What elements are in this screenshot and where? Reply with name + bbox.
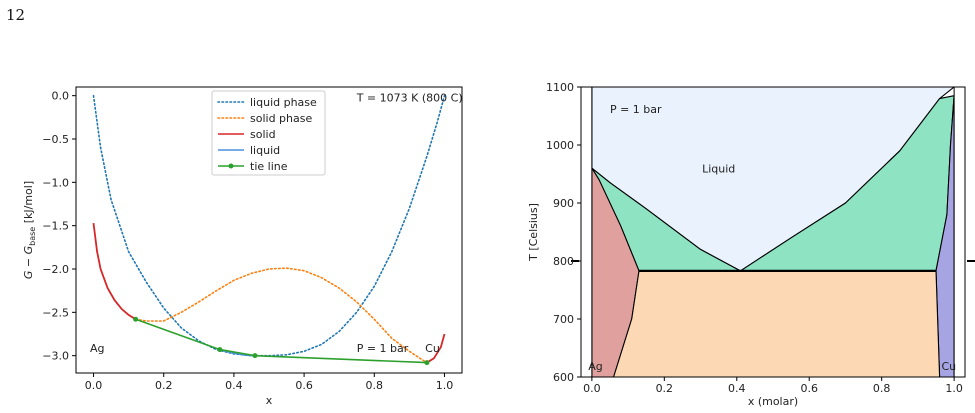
tie-line-point <box>217 347 223 353</box>
x-axis-label-left: x <box>266 394 273 407</box>
y-tick-label-right: 1100 <box>546 81 574 94</box>
y-axis-label-left: G − Gbase [kJ/mol] <box>22 181 37 279</box>
series-tie-line <box>135 318 427 364</box>
page-number: 12 <box>6 6 26 24</box>
y-tick-label-right: 800 <box>553 255 574 268</box>
x-tick-label-right: 0.6 <box>800 382 818 395</box>
y-tick-label-right: 600 <box>553 371 574 384</box>
pressure-annotation-right: P = 1 bar <box>610 103 662 116</box>
x-axis-label-right: x (molar) <box>748 395 798 408</box>
legend-marker <box>228 163 234 169</box>
x-tick-label-right: 1.0 <box>945 382 963 395</box>
y-tick-label-left: −1.5 <box>42 220 69 233</box>
region-two-solids <box>613 270 941 377</box>
tie-line-point <box>424 360 430 366</box>
element-label-cu-left: Cu <box>425 342 440 355</box>
y-tick-label-right: 700 <box>553 313 574 326</box>
legend-label: solid phase <box>250 112 312 125</box>
x-tick-label-right: 0.4 <box>728 382 746 395</box>
y-tick-label-right: 900 <box>553 197 574 210</box>
axes-frame-left <box>75 86 463 374</box>
legend-box <box>211 90 326 176</box>
legend-label: tie line <box>250 160 288 173</box>
tie-line-point <box>133 316 139 322</box>
temperature-annotation: T = 1073 K (800 C) <box>356 92 463 105</box>
legend-label: liquid phase <box>250 96 317 109</box>
pressure-annotation-left: P = 1 bar <box>357 342 409 355</box>
x-tick-label-left: 0.2 <box>155 379 173 392</box>
element-label-ag-left: Ag <box>90 342 105 355</box>
x-tick-label-right: 0.2 <box>656 382 674 395</box>
phase-regions <box>591 87 955 377</box>
tie-line-point <box>252 353 258 359</box>
y-tick-label-left: −0.5 <box>42 133 69 146</box>
legend-label: solid <box>250 128 276 141</box>
series-solid-phase <box>134 267 428 364</box>
x-tick-label-left: 1.0 <box>436 379 454 392</box>
y-tick-label-left: −3.0 <box>42 350 69 363</box>
x-tick-label-left: 0.0 <box>85 379 103 392</box>
series-solid-segment <box>426 333 446 364</box>
y-tick-label-left: 0.0 <box>52 90 70 103</box>
region-label-liquid: Liquid <box>702 162 735 175</box>
y-tick-label-left: −1.0 <box>42 176 69 189</box>
element-label-ag-right: Ag <box>588 360 603 373</box>
legend-label: liquid <box>250 144 280 157</box>
y-tick-label-left: −2.0 <box>42 263 69 276</box>
axes-frame-right <box>580 86 966 378</box>
y-tick-label-left: −2.5 <box>42 306 69 319</box>
series-solid-segment <box>92 222 137 321</box>
x-tick-label-left: 0.4 <box>225 379 243 392</box>
y-tick-label-right: 1000 <box>546 139 574 152</box>
x-tick-label-left: 0.8 <box>366 379 384 392</box>
y-axis-label-right: T [Celsius] <box>527 203 540 262</box>
element-label-cu-right: Cu <box>941 360 956 373</box>
x-tick-label-right: 0.8 <box>873 382 891 395</box>
x-tick-label-right: 0.0 <box>583 382 601 395</box>
x-tick-label-left: 0.6 <box>295 379 313 392</box>
